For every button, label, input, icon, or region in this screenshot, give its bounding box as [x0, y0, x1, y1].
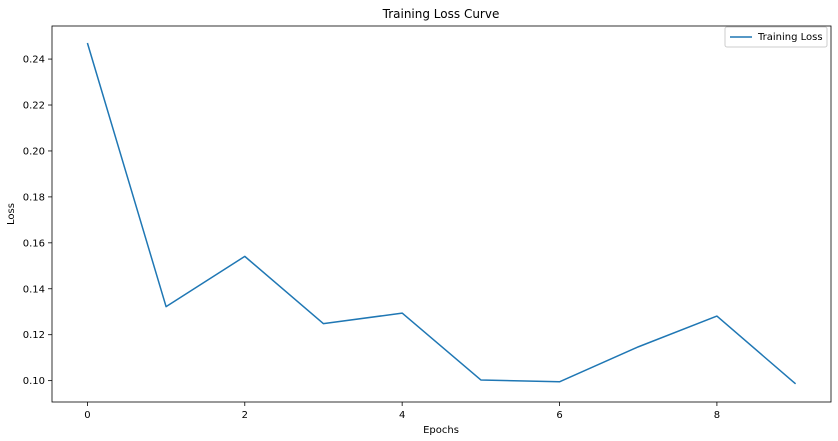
y-tick-label: 0.10 [23, 376, 45, 387]
x-tick-label: 8 [714, 410, 720, 421]
y-axis-label: Loss [6, 203, 17, 225]
y-tick-label: 0.12 [23, 330, 45, 341]
legend-box [724, 26, 828, 48]
x-tick-label: 0 [84, 410, 90, 421]
plot-frame [51, 25, 832, 403]
y-tick-label: 0.14 [23, 284, 45, 295]
y-axis: 0.10 0.12 0.14 0.16 0.18 0.20 0.22 0.24 [23, 55, 52, 387]
x-tick-label: 4 [399, 410, 405, 421]
y-tick-label: 0.18 [23, 192, 45, 203]
y-tick-label: 0.22 [23, 101, 45, 112]
y-tick-label: 0.24 [23, 55, 45, 66]
series-layer [86, 42, 797, 385]
x-tick-label: 2 [242, 410, 248, 421]
legend: Training Loss [724, 26, 828, 48]
chart-title: Training Loss Curve [382, 7, 500, 21]
series-line-training-loss [86, 42, 797, 385]
x-axis-label: Epochs [423, 425, 459, 436]
x-axis: 0 2 4 6 8 [84, 402, 720, 421]
y-tick-label: 0.16 [23, 238, 45, 249]
y-tick-label: 0.20 [23, 146, 45, 157]
x-tick-label: 6 [556, 410, 562, 421]
legend-label: Training Loss [757, 32, 823, 43]
